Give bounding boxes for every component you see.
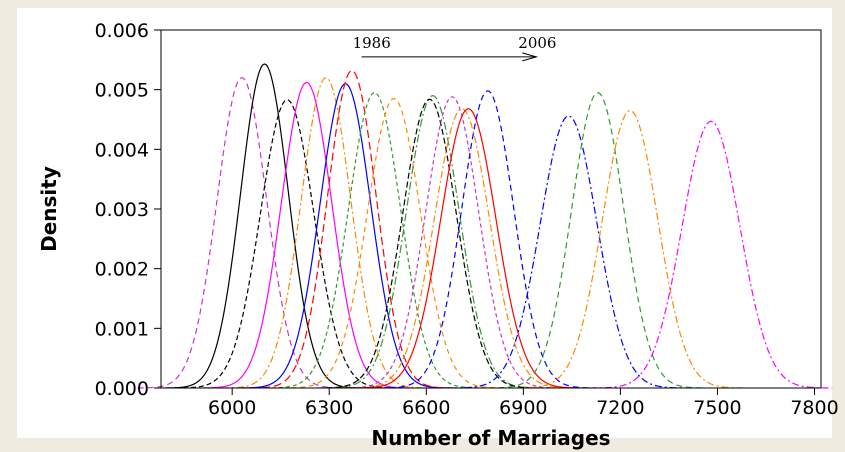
density-curve-15 xyxy=(378,90,597,389)
x-tick-label: 7500 xyxy=(693,397,741,419)
density-curves xyxy=(137,63,833,389)
annotation-end-label: 2006 xyxy=(518,34,556,52)
density-curve-2 xyxy=(164,63,365,389)
density-curve-12 xyxy=(341,96,564,389)
year-arrow-annotation: 1986 2006 xyxy=(353,34,556,62)
y-tick-label: 0.003 xyxy=(95,199,149,221)
density-curve-11 xyxy=(317,98,542,389)
annotation-start-label: 1986 xyxy=(353,34,391,52)
y-tick-label: 0.000 xyxy=(95,378,149,400)
x-tick-label: 7200 xyxy=(596,397,644,419)
y-axis-title: Density xyxy=(37,166,61,252)
x-tick-label: 7800 xyxy=(790,397,838,419)
x-axis-title: Number of Marriages xyxy=(371,426,610,450)
density-curve-14 xyxy=(352,108,585,389)
density-curve-7 xyxy=(249,69,454,389)
x-tick-label: 6000 xyxy=(208,397,256,419)
density-curve-10 xyxy=(322,95,544,389)
density-curve-1 xyxy=(137,77,347,389)
density-curve-3 xyxy=(174,99,400,389)
y-axis: 0.000 0.001 0.002 0.003 0.004 0.005 0.006 xyxy=(95,20,161,400)
x-axis: 6000 6300 6600 6900 7200 7500 7800 xyxy=(208,388,839,419)
x-tick-label: 6600 xyxy=(402,397,450,419)
density-curve-17 xyxy=(488,92,708,389)
annotation-arrow-head xyxy=(522,52,539,62)
y-tick-label: 0.004 xyxy=(95,139,149,161)
y-tick-label: 0.002 xyxy=(95,259,149,281)
x-tick-label: 6300 xyxy=(305,397,353,419)
density-curve-9 xyxy=(282,97,506,389)
density-curve-5 xyxy=(221,77,431,389)
y-tick-label: 0.006 xyxy=(95,20,149,42)
density-curve-8 xyxy=(265,92,485,389)
density-curve-16 xyxy=(449,115,688,389)
density-curve-4 xyxy=(200,81,413,389)
x-tick-label: 6900 xyxy=(499,397,547,419)
y-tick-label: 0.005 xyxy=(95,80,149,102)
density-curve-18 xyxy=(513,109,747,389)
density-curve-13 xyxy=(346,108,578,389)
y-tick-label: 0.001 xyxy=(95,318,149,340)
density-curve-19 xyxy=(589,120,833,389)
